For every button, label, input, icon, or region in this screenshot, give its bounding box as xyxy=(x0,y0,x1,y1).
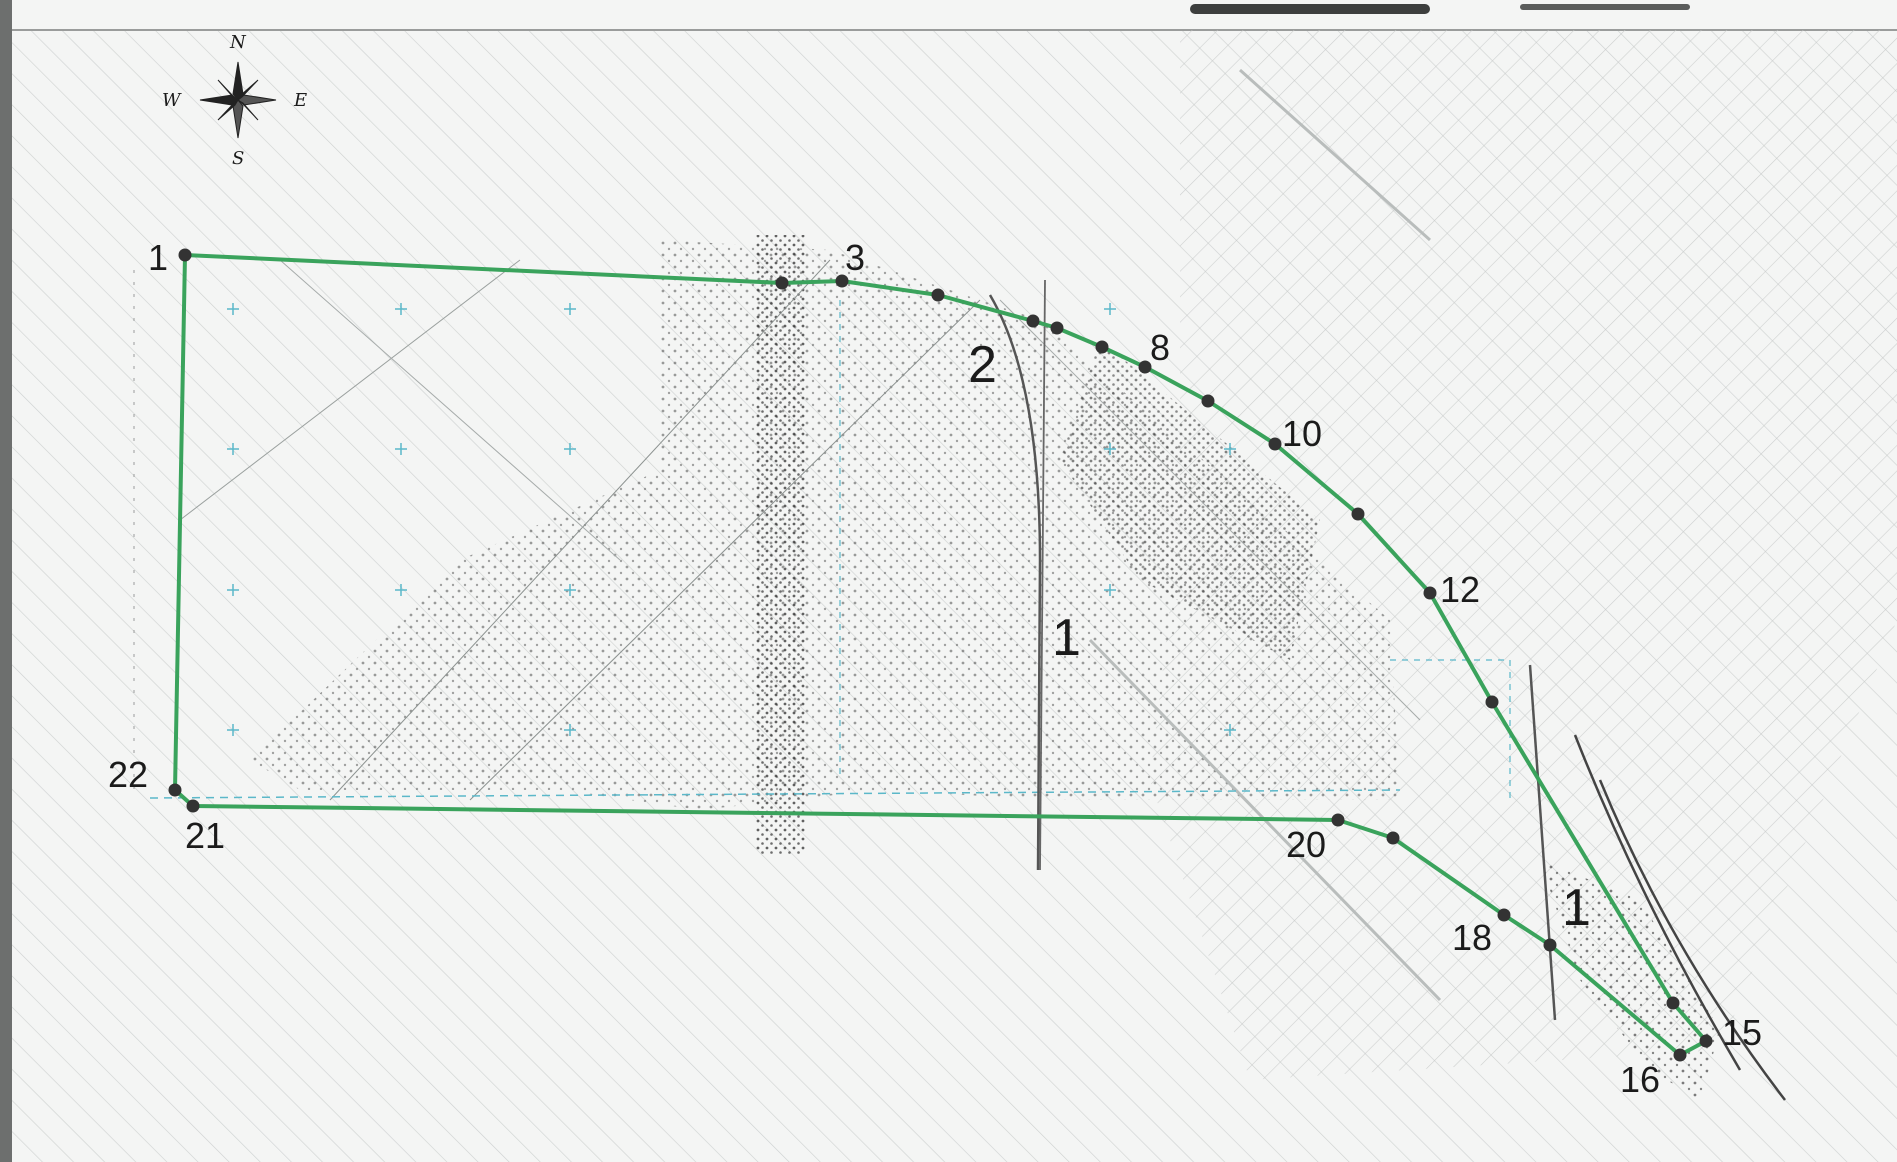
vertex-14[interactable] xyxy=(1666,996,1680,1010)
vertex-10[interactable] xyxy=(1268,437,1282,451)
vertex-label-16: 16 xyxy=(1620,1059,1660,1100)
vertex-2[interactable] xyxy=(775,276,789,290)
grid-cross xyxy=(1104,584,1116,596)
grid-cross xyxy=(564,584,576,596)
grid-cross xyxy=(564,443,576,455)
dotted-area-diagonal xyxy=(1060,340,1320,660)
grid-cross xyxy=(1224,443,1236,455)
grid-cross xyxy=(395,584,407,596)
vertex-21[interactable] xyxy=(186,799,200,813)
vertex-label-18: 18 xyxy=(1452,917,1492,958)
vertex-5[interactable] xyxy=(1026,314,1040,328)
vertex-label-10: 10 xyxy=(1282,413,1322,454)
zone-label-1-southeast: 1 xyxy=(1562,879,1591,937)
zone-label-2: 2 xyxy=(968,336,997,394)
zone-line-2 xyxy=(988,294,1042,871)
grid-cross xyxy=(227,584,239,596)
boundary-vertices xyxy=(168,248,1713,1062)
vertex-17[interactable] xyxy=(1543,938,1557,952)
vertex-label-21: 21 xyxy=(185,815,225,856)
grid-cross xyxy=(395,303,407,315)
vertex-8[interactable] xyxy=(1138,360,1152,374)
grid-cross xyxy=(1104,443,1116,455)
zone-line-1 xyxy=(1039,279,1046,871)
vertex-1[interactable] xyxy=(178,248,192,262)
zone-line-5 xyxy=(1598,779,1786,1101)
vertex-label-15: 15 xyxy=(1722,1012,1762,1053)
faint-line xyxy=(999,299,1421,721)
compass-east: E xyxy=(293,90,307,111)
vertex-6[interactable] xyxy=(1050,321,1064,335)
vertex-12[interactable] xyxy=(1423,586,1437,600)
scan-edge-left xyxy=(0,0,12,1162)
grid-crosses xyxy=(227,303,1236,736)
grid-cross xyxy=(227,303,239,315)
vertex-16[interactable] xyxy=(1673,1048,1687,1062)
vertex-11[interactable] xyxy=(1351,507,1365,521)
faint-line xyxy=(1238,68,1432,242)
grid-cross xyxy=(564,724,576,736)
vertex-label-1: 1 xyxy=(148,237,168,278)
vertex-7[interactable] xyxy=(1095,340,1109,354)
vertex-3[interactable] xyxy=(835,274,849,288)
compass-north: N xyxy=(229,32,247,53)
vertex-13[interactable] xyxy=(1485,695,1499,709)
vertex-9[interactable] xyxy=(1201,394,1215,408)
dotted-area-southeast xyxy=(1540,860,1720,1100)
compass-rose: N S E W xyxy=(162,32,307,169)
compass-west: W xyxy=(162,90,182,111)
grid-cross xyxy=(564,303,576,315)
zone-line-3 xyxy=(1528,664,1557,1021)
faint-line xyxy=(329,259,831,801)
vertex-20[interactable] xyxy=(1331,813,1345,827)
cyan-reference-line xyxy=(149,789,1401,799)
vertex-15[interactable] xyxy=(1699,1034,1713,1048)
vertex-22[interactable] xyxy=(168,783,182,797)
vertex-label-12: 12 xyxy=(1440,569,1480,610)
vertex-label-3: 3 xyxy=(845,237,865,278)
grid-cross xyxy=(1104,303,1116,315)
faint-line xyxy=(179,259,521,521)
faint-line xyxy=(279,259,621,561)
grid-cross xyxy=(1224,724,1236,736)
compass-star-icon xyxy=(199,61,277,139)
vertex-19[interactable] xyxy=(1386,831,1400,845)
scan-top-smudge-2 xyxy=(1520,4,1690,10)
dotted-strip-vertical xyxy=(755,235,805,855)
vertex-label-8: 8 xyxy=(1150,327,1170,368)
scan-top-smudge xyxy=(1190,4,1430,14)
vertex-18[interactable] xyxy=(1497,908,1511,922)
vertex-4[interactable] xyxy=(931,288,945,302)
vertex-label-22: 22 xyxy=(108,754,148,795)
faint-line xyxy=(469,299,981,801)
zone-line-4 xyxy=(1573,734,1742,1071)
compass-south: S xyxy=(232,148,244,169)
grid-cross xyxy=(395,443,407,455)
cyan-reference-line xyxy=(1390,659,1511,800)
vertex-label-20: 20 xyxy=(1286,824,1326,865)
grid-cross xyxy=(227,443,239,455)
grid-cross xyxy=(227,724,239,736)
zone-label-1-center: 1 xyxy=(1052,609,1081,667)
